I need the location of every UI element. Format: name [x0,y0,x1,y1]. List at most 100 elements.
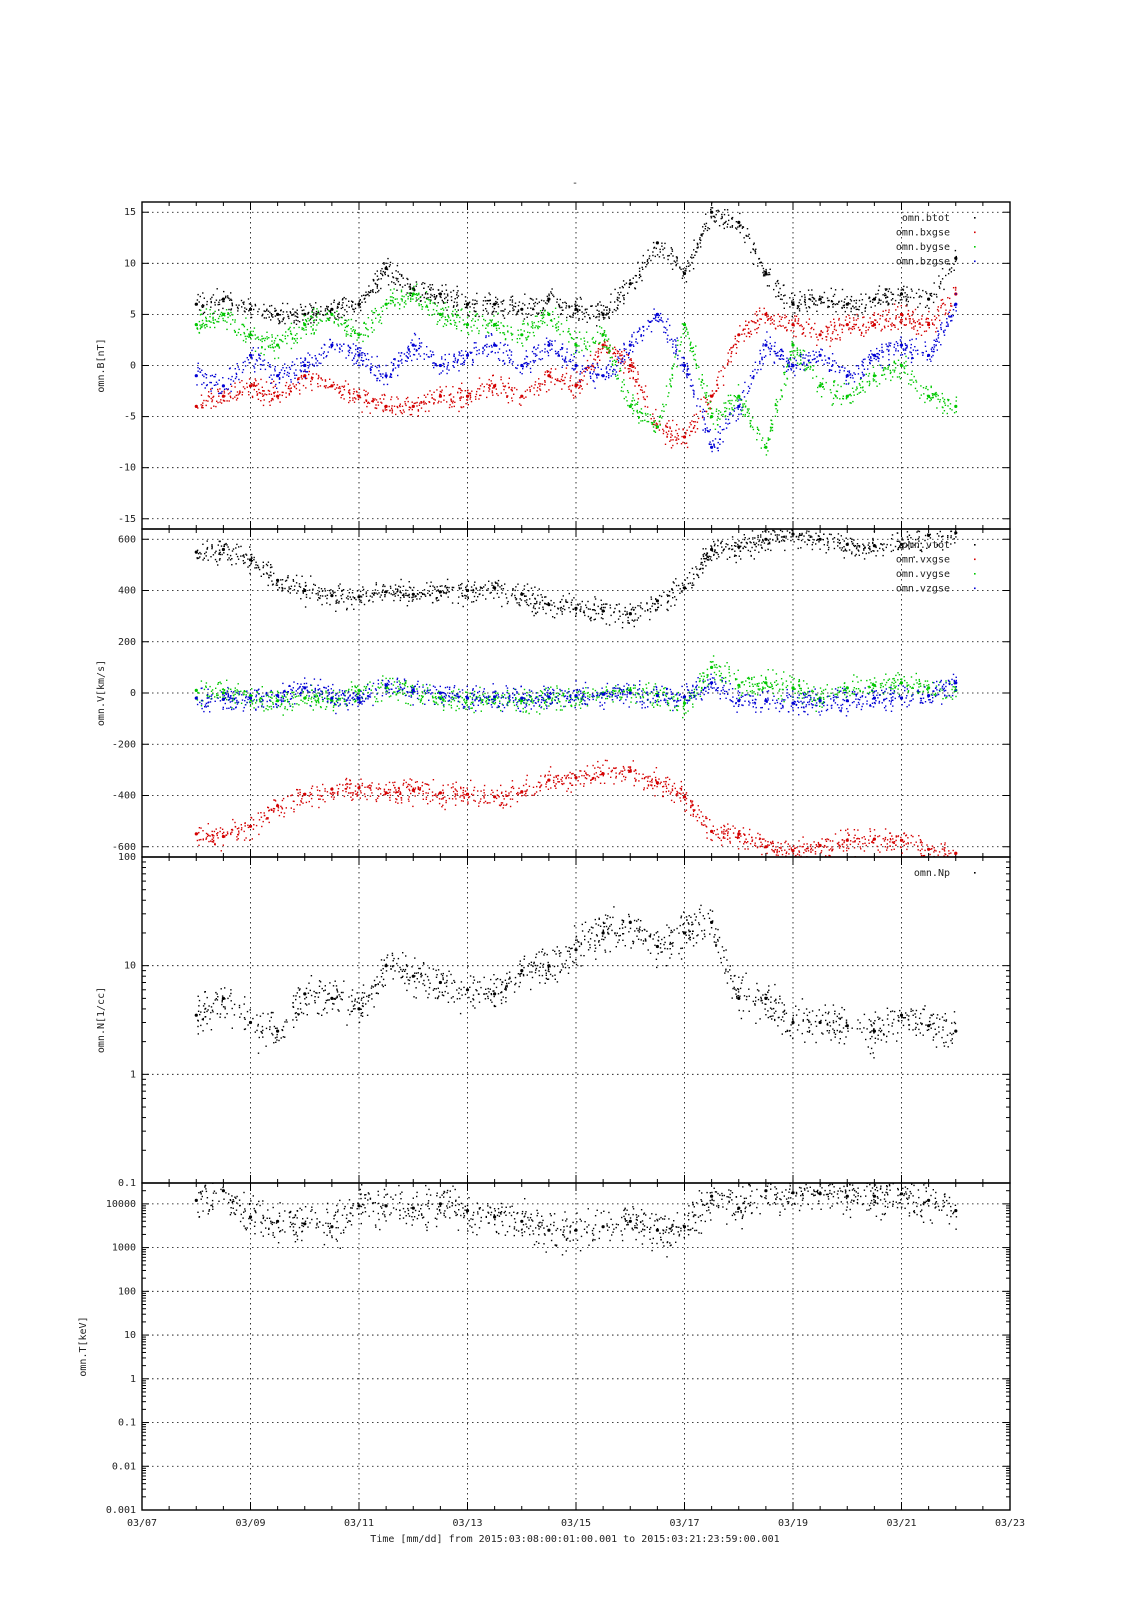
scatter-mark [616,358,618,360]
scatter-mark [622,361,624,363]
scatter-mark [884,294,887,296]
scatter-mark [691,254,693,256]
scatter-mark [571,384,574,387]
scatter-mark [808,307,811,309]
scatter-mark [238,368,240,371]
scatter-mark [869,362,871,364]
scatter-mark [226,321,228,323]
scatter-mark [239,390,241,392]
scatter-mark [622,295,624,297]
scatter-mark [853,372,855,374]
scatter-mark [665,426,667,428]
scatter-mark [907,296,909,298]
scatter-mark [623,348,625,350]
scatter-mark [742,403,744,405]
scatter-mark [215,299,218,301]
scatter-mark [629,368,631,370]
scatter-mark [719,426,721,428]
scatter-mark [529,389,531,391]
scatter-mark [446,293,449,295]
scatter-mark [496,393,498,395]
scatter-mark [447,295,449,297]
scatter-mark [289,330,292,332]
scatter-mark [344,380,347,382]
scatter-mark [290,381,292,383]
scatter-mark [380,278,382,280]
scatter-mark [306,320,308,323]
scatter-mark [815,361,817,364]
scatter-mark [945,274,947,277]
scatter-mark [267,389,270,392]
scatter-mark [386,307,388,310]
scatter-mark [461,363,464,365]
scatter-mark [863,374,866,376]
scatter-mark [301,313,303,315]
scatter-mark [712,395,714,397]
scatter-mark [323,351,325,353]
scatter-mark [664,242,666,245]
scatter-mark [593,371,595,373]
scatter-mark [696,251,698,253]
scatter-mark [435,364,437,366]
scatter-mark [759,318,761,320]
scatter-mark [443,399,445,401]
scatter-mark [897,294,899,296]
scatter-mark [359,396,362,399]
scatter-mark [342,302,344,304]
scatter-mark [359,303,361,305]
scatter-mark [781,350,783,353]
scatter-mark [409,407,412,409]
scatter-mark [290,347,293,350]
scatter-mark [788,322,790,324]
scatter-mark [496,324,498,326]
scatter-mark [466,399,468,401]
scatter-mark [223,388,226,390]
scatter-mark [853,394,855,396]
scatter-mark [769,336,771,338]
scatter-mark [271,336,273,338]
scatter-mark [269,311,271,314]
scatter-mark [832,397,835,400]
scatter-mark [737,400,739,402]
scatter-mark [269,364,271,366]
scatter-mark [361,295,363,297]
scatter-mark [549,339,551,342]
scatter-mark [754,322,756,324]
scatter-mark [652,251,654,253]
scatter-mark [310,322,312,324]
scatter-mark [491,346,493,348]
scatter-mark [256,393,259,395]
scatter-mark [410,298,412,300]
scatter-mark [928,298,930,300]
scatter-mark [343,398,345,400]
scatter-mark [714,221,716,223]
scatter-mark [730,347,732,349]
scatter-mark [359,306,362,308]
scatter-mark [353,308,355,311]
scatter-mark [719,432,721,434]
data-point [493,343,497,347]
data-point [737,220,741,224]
scatter-mark [406,356,408,358]
scatter-mark [329,309,331,312]
scatter-mark [382,373,384,375]
scatter-mark [366,405,368,408]
scatter-mark [605,334,607,336]
scatter-mark [611,311,614,313]
scatter-mark [747,385,750,388]
scatter-mark [668,420,670,422]
scatter-mark [550,292,553,295]
scatter-mark [543,314,546,316]
scatter-mark [554,383,556,386]
scatter-mark [710,215,712,218]
scatter-mark [861,380,864,383]
scatter-mark [603,309,605,311]
scatter-mark [266,331,268,333]
scatter-mark [503,363,506,365]
scatter-mark [761,356,763,359]
scatter-mark [310,332,313,335]
scatter-mark [943,410,946,412]
scatter-mark [317,312,319,314]
scatter-mark [377,291,379,293]
scatter-mark [266,336,268,338]
